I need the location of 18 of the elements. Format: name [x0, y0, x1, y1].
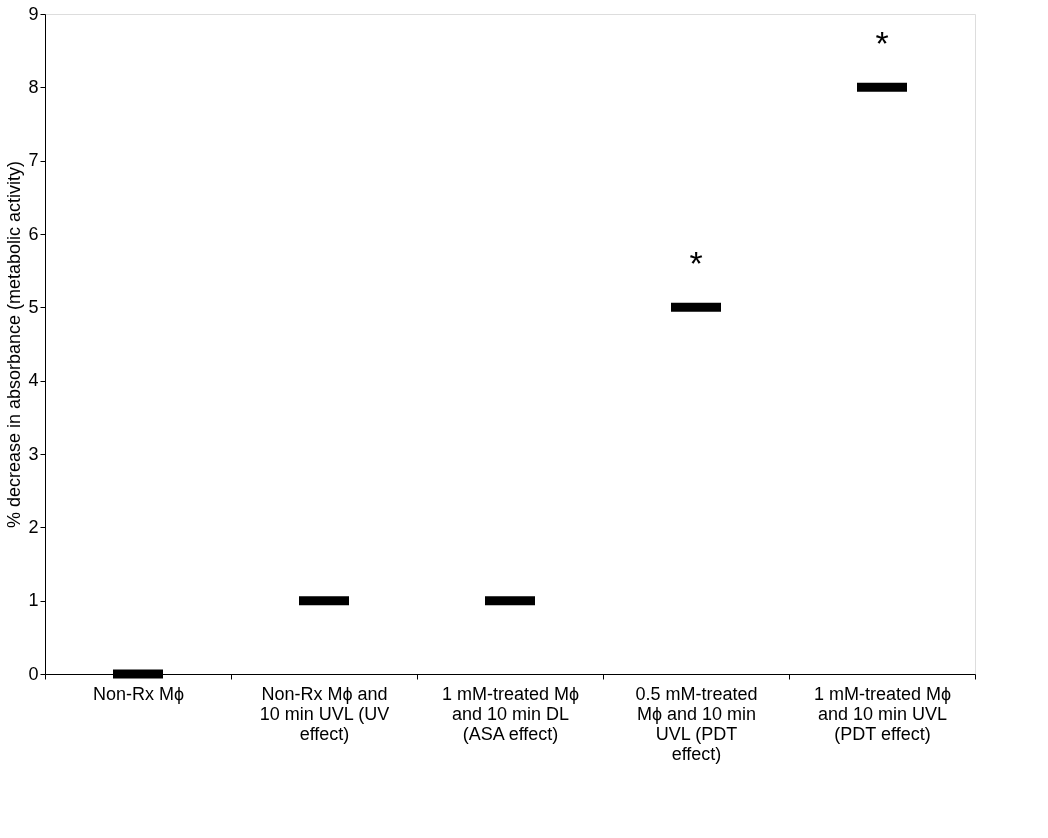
y-tick-label: 8 — [28, 76, 39, 97]
y-tick-label: 9 — [28, 3, 39, 24]
y-tick-label: 0 — [28, 663, 39, 684]
x-tick-label: 1 mM-treated Mϕ and 10 min DL (ASA effect) — [441, 683, 580, 744]
x-tick-label: 0.5 mM-treated Mϕ and 10 min UVL (PDT effect) — [635, 683, 758, 764]
y-tick-label: 7 — [28, 150, 39, 171]
y-tick-label: 1 — [28, 590, 39, 611]
x-tick-label: Non-Rx Mϕ — [92, 683, 185, 704]
x-tick-label: 1 mM-treated Mϕ and 10 min UVL (PDT effect) — [813, 683, 952, 744]
y-axis-title: % decrease in absorbance (metabolic activity) — [4, 160, 25, 529]
y-tick-label: 3 — [28, 443, 39, 464]
y-tick-label: 4 — [28, 370, 39, 391]
annotation: * — [875, 24, 889, 63]
y-tick-label: 5 — [28, 296, 39, 317]
x-tick-label: Non-Rx Mϕ and 10 min UVL (UV effect) — [259, 683, 390, 744]
y-tick-label: 2 — [28, 516, 39, 537]
annotation: * — [689, 244, 703, 283]
y-tick-label: 6 — [28, 223, 39, 244]
